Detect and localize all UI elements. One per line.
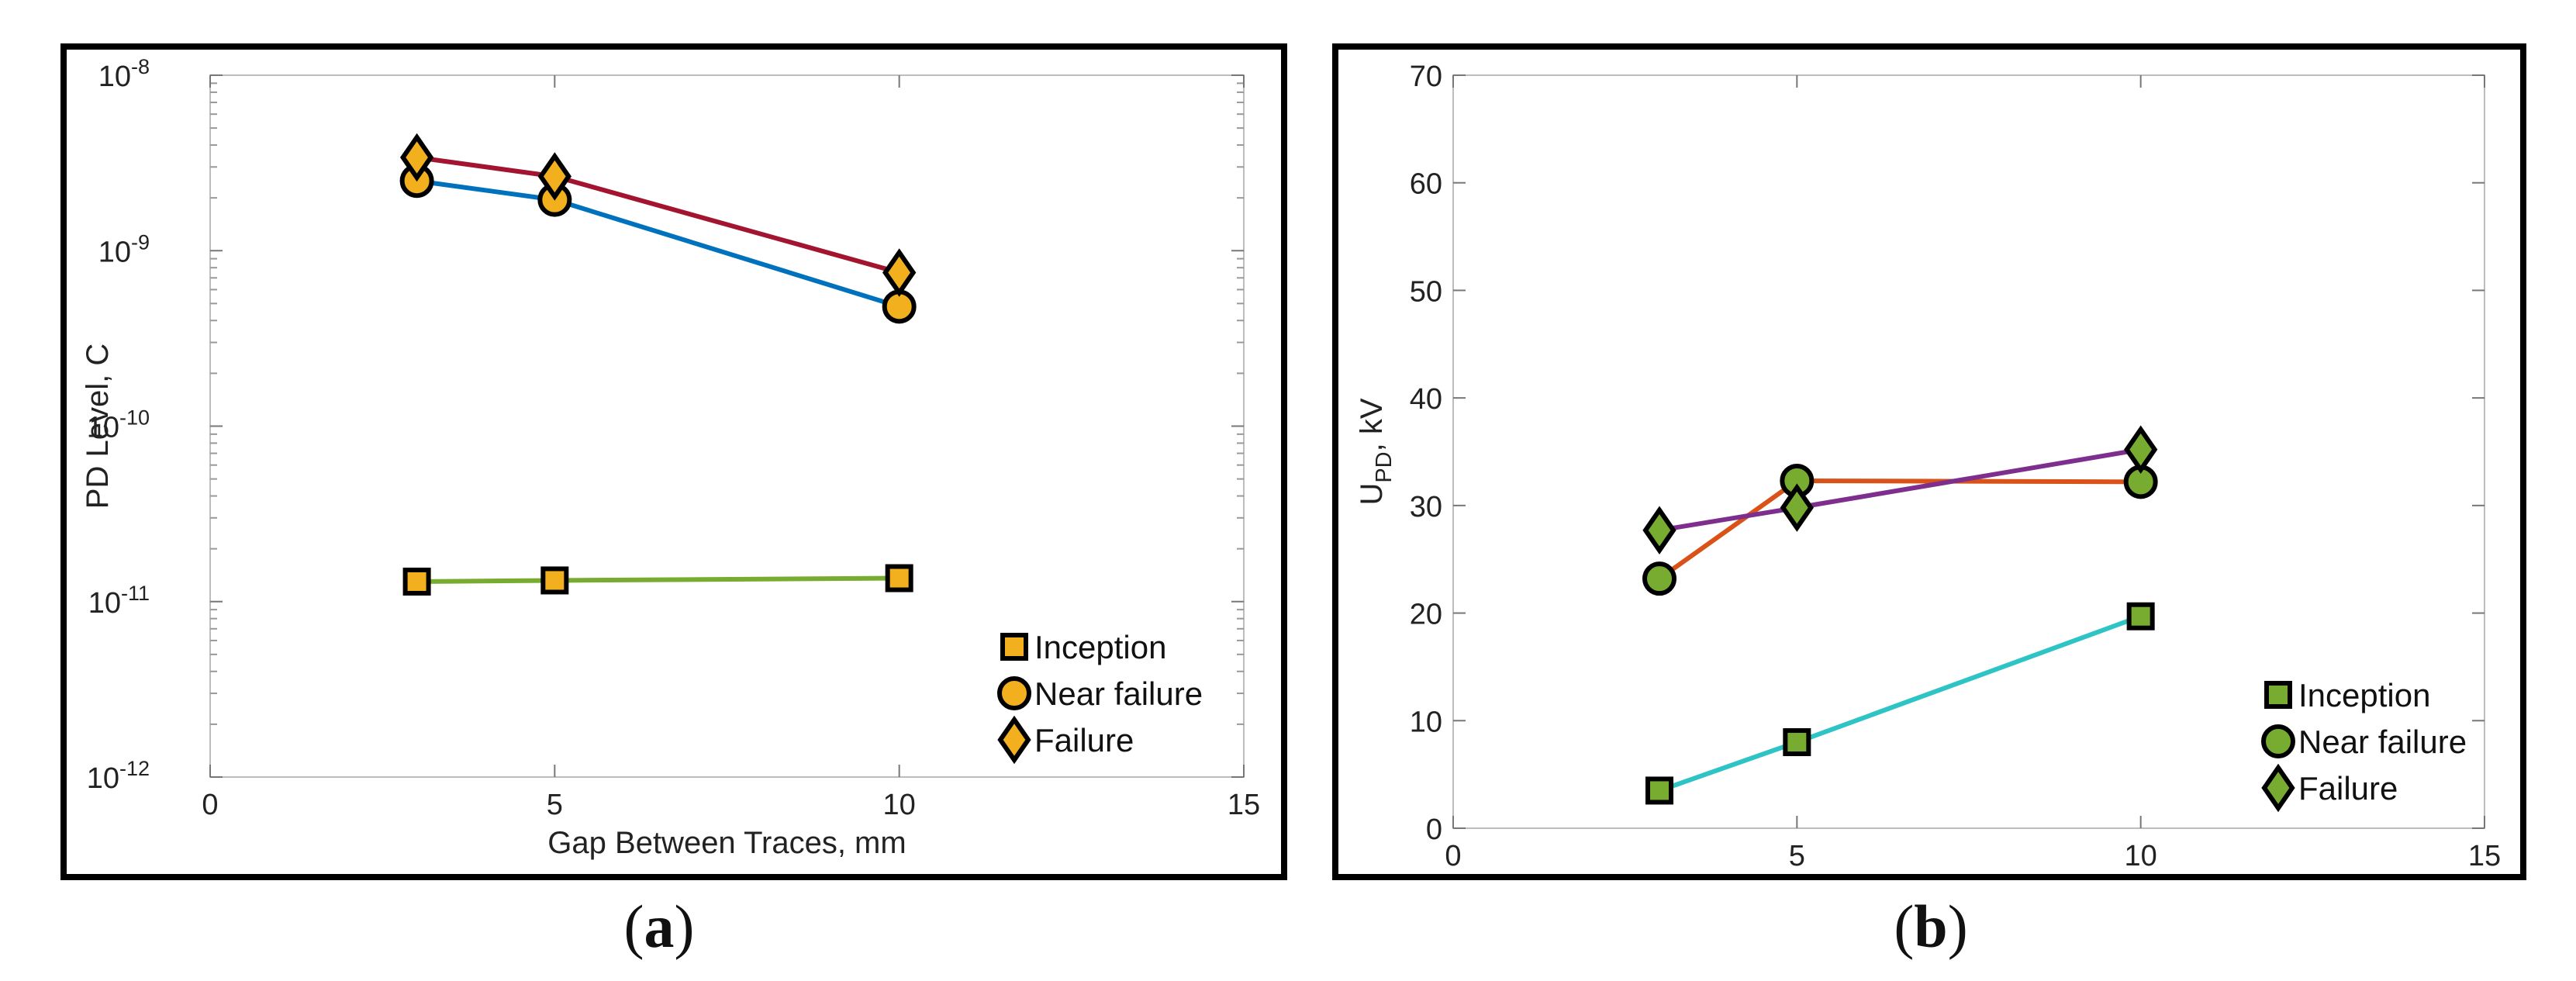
series-line-inception bbox=[1659, 613, 2142, 793]
y-axis-title: UPD, kV bbox=[1355, 398, 1397, 505]
x-tick-label: 15 bbox=[2468, 840, 2501, 872]
x-tick-label: 10 bbox=[2125, 840, 2157, 872]
legend-label: Inception bbox=[1034, 629, 1166, 665]
y-tick-label: 70 bbox=[1410, 60, 1442, 93]
legend-label: Near failure bbox=[2298, 724, 2467, 760]
chart-b-svg: 0 5 10 15 0 10 20 30 40 50 60 70 UPD, kV Inception Nea… bbox=[1355, 60, 2501, 872]
x-tick-label: 15 bbox=[1228, 789, 1260, 821]
y-tick-label: 10-8 bbox=[98, 55, 150, 93]
axes-box bbox=[1452, 74, 2485, 829]
data-point-failure bbox=[1642, 506, 1676, 555]
x-tick-label: 0 bbox=[202, 789, 218, 821]
data-point-failure bbox=[2124, 425, 2158, 474]
data-point-inception bbox=[2126, 602, 2155, 630]
legend-label: Near failure bbox=[1034, 675, 1203, 712]
data-point-failure bbox=[399, 133, 434, 182]
legend-marker-inception bbox=[1000, 633, 1028, 661]
y-tick-label: 10-12 bbox=[87, 757, 150, 795]
legend-label: Failure bbox=[2298, 770, 2398, 807]
x-tick-label: 0 bbox=[1445, 840, 1461, 872]
y-tick-label: 0 bbox=[1426, 813, 1442, 846]
series-line-near-failure bbox=[416, 178, 900, 309]
y-tick-label: 60 bbox=[1410, 168, 1442, 201]
y-tick-label: 50 bbox=[1410, 275, 1442, 308]
x-tick-label: 10 bbox=[883, 789, 916, 821]
y-tick-label: 10-9 bbox=[98, 230, 150, 268]
legend-marker-near-failure bbox=[997, 676, 1031, 710]
data-point-inception bbox=[1783, 728, 1811, 757]
legend-label: Failure bbox=[1034, 722, 1134, 758]
data-point-inception bbox=[1645, 776, 1673, 805]
legend-label: Inception bbox=[2298, 677, 2430, 713]
legend-marker-near-failure bbox=[2261, 724, 2295, 758]
y-axis-title: PD Level, C bbox=[81, 344, 115, 509]
series-line-near-failure bbox=[1658, 478, 2141, 581]
legend-marker-failure bbox=[997, 715, 1031, 765]
data-point-failure bbox=[537, 152, 571, 201]
data-point-inception bbox=[885, 564, 913, 592]
x-tick-label: 5 bbox=[547, 789, 563, 821]
x-tick-label: 5 bbox=[1789, 840, 1805, 872]
caption-a: (a) bbox=[623, 893, 695, 960]
chart-panel-b: 0 5 10 15 0 10 20 30 40 50 60 70 UPD, kV Inception Nea… bbox=[1332, 43, 2526, 880]
y-tick-label: 40 bbox=[1410, 383, 1442, 416]
chart-a-svg: 0 5 10 15 10-12 10-11 10-10 10-9 10-8 Gap Between… bbox=[81, 55, 1260, 860]
data-point-failure bbox=[882, 248, 917, 297]
y-tick-label: 30 bbox=[1410, 491, 1442, 523]
chart-panel-a: 0 5 10 15 10-12 10-11 10-10 10-9 10-8 Gap Between… bbox=[60, 43, 1287, 880]
axes-box bbox=[209, 74, 1245, 778]
data-point-inception bbox=[540, 566, 569, 595]
series-line-failure bbox=[416, 155, 900, 275]
data-point-inception bbox=[402, 567, 431, 596]
caption-a-letter: a bbox=[644, 893, 675, 960]
legend-marker-inception bbox=[2264, 681, 2292, 709]
y-tick-label: 10-10 bbox=[87, 406, 150, 444]
series-line-failure bbox=[1659, 447, 2142, 533]
y-tick-label: 10 bbox=[1410, 706, 1442, 738]
legend-marker-failure bbox=[2261, 763, 2295, 813]
caption-b: (b) bbox=[1894, 893, 1968, 960]
data-point-failure bbox=[1780, 483, 1814, 532]
y-tick-label: 10-11 bbox=[88, 582, 150, 620]
y-tick-label: 20 bbox=[1410, 599, 1442, 631]
x-axis-title: Gap Between Traces, mm bbox=[547, 826, 906, 860]
data-point-near-failure bbox=[1642, 561, 1676, 596]
series-line-inception bbox=[416, 575, 900, 584]
caption-b-letter: b bbox=[1914, 893, 1948, 960]
